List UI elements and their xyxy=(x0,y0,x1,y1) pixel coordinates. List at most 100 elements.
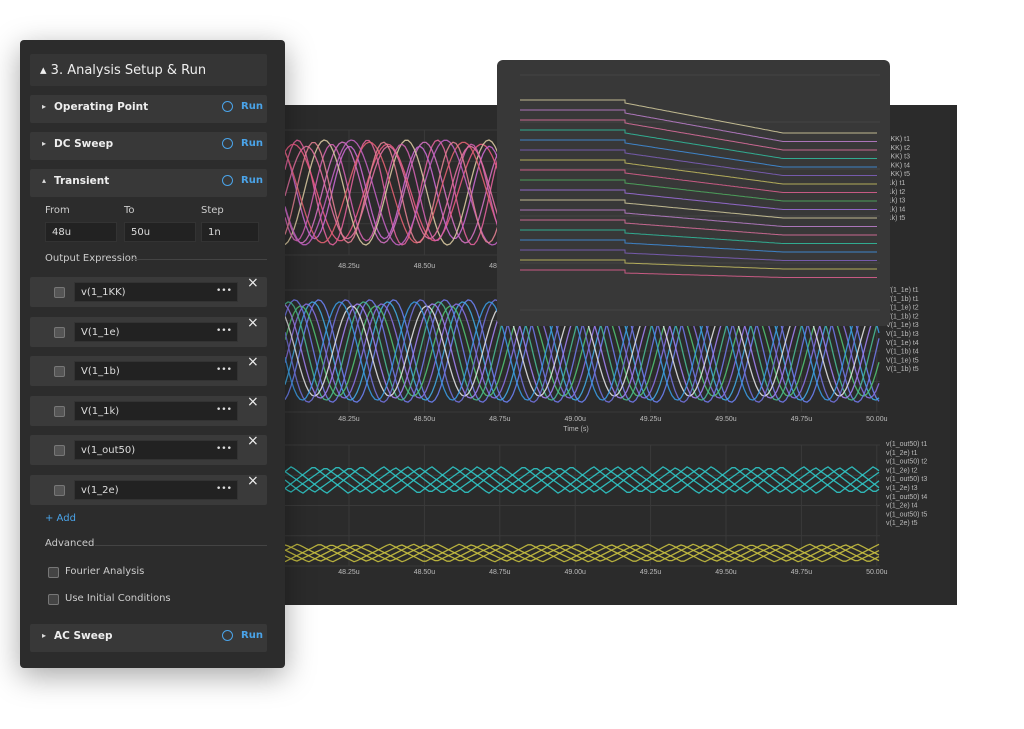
expression-checkbox[interactable] xyxy=(54,326,65,338)
overlay-trace xyxy=(520,269,877,278)
overlay-trace xyxy=(520,139,877,168)
option-label[interactable]: Fourier Analysis xyxy=(65,566,145,577)
expression-menu[interactable]: ••• xyxy=(216,484,232,494)
legend-entry: v(1_2e) t3 xyxy=(886,485,918,492)
legend-entry: v(1_1KK) t3 xyxy=(873,154,910,161)
legend-entry: V(1_1b) t4 xyxy=(886,349,919,356)
expression-input[interactable]: V(1_1k) xyxy=(74,400,238,421)
x-tick-label: 49.00u xyxy=(564,569,586,576)
expression-menu[interactable]: ••• xyxy=(216,325,232,336)
x-tick-label: 49.75u xyxy=(791,569,813,576)
overlay-trace xyxy=(520,249,877,261)
section-title: DC Sweep xyxy=(54,138,114,150)
legend-entry: v(1_2e) t2 xyxy=(886,467,918,474)
run-button[interactable]: Run xyxy=(241,101,263,112)
legend-entry: v(1_1KK) t1 xyxy=(873,136,910,143)
expression-menu[interactable]: ••• xyxy=(216,286,232,296)
trace xyxy=(284,466,880,494)
legend-entry: v(1_out50) t3 xyxy=(886,476,927,483)
overlay-trace xyxy=(520,219,877,236)
overlay-trace xyxy=(520,199,877,219)
expression-checkbox[interactable] xyxy=(54,445,65,457)
x-tick-label: 48.50u xyxy=(414,416,436,423)
remove-button[interactable]: × xyxy=(247,314,259,331)
x-tick-label: 48.25u xyxy=(338,263,360,270)
expression-menu[interactable]: ••• xyxy=(216,444,232,455)
legend-entry: V(1_1b) t3 xyxy=(886,331,919,338)
section-title: Operating Point xyxy=(54,101,149,113)
x-tick-label: 49.25u xyxy=(640,569,662,576)
option-checkbox[interactable] xyxy=(48,594,59,605)
overlay-trace xyxy=(520,169,877,193)
expression-checkbox[interactable] xyxy=(54,405,65,417)
option-checkbox[interactable] xyxy=(48,567,59,578)
section-caret: ▸ xyxy=(42,631,47,640)
legend-entry: v(1_2e) t4 xyxy=(886,503,918,510)
remove-button[interactable]: × xyxy=(247,354,259,371)
legend-entry: v(1_2e) t5 xyxy=(886,520,918,527)
x-tick-label: 49.75u xyxy=(791,416,813,423)
run-button[interactable]: Run xyxy=(241,630,263,641)
legend-entry: v(1_2e) t1 xyxy=(886,450,918,457)
expression-input[interactable]: v(1_out50) xyxy=(74,440,238,461)
field-input[interactable]: 50u xyxy=(124,222,196,242)
trace xyxy=(284,299,880,403)
x-tick-label: 48.50u xyxy=(414,569,436,576)
expression-menu[interactable]: ••• xyxy=(216,365,232,376)
divider xyxy=(132,259,267,260)
run-icon[interactable] xyxy=(222,175,233,186)
trace xyxy=(284,305,880,397)
remove-button[interactable]: × xyxy=(247,473,259,489)
overlay-trace xyxy=(520,259,877,270)
advanced-label: Advanced xyxy=(45,538,95,549)
trace xyxy=(284,544,880,562)
option-label[interactable]: Use Initial Conditions xyxy=(65,593,171,604)
legend-entry: v(1_out50) t5 xyxy=(886,511,927,518)
expression-input[interactable]: V(1_1e) xyxy=(74,321,238,342)
remove-button[interactable]: × xyxy=(247,275,259,291)
run-button[interactable]: Run xyxy=(241,175,263,186)
field-label: Step xyxy=(201,205,224,216)
legend-entry: V(1_1e) t1 xyxy=(886,287,919,294)
remove-button[interactable]: × xyxy=(247,393,259,410)
run-icon[interactable] xyxy=(222,630,233,641)
legend-entry: v(1_out50) t2 xyxy=(886,459,927,466)
expression-input[interactable]: v(1_2e) xyxy=(74,480,238,500)
x-tick-label: 48.25u xyxy=(338,569,360,576)
add-button[interactable]: + Add xyxy=(45,513,76,524)
panel-title: ▴ 3. Analysis Setup & Run xyxy=(40,63,207,78)
expression-menu[interactable]: ••• xyxy=(216,404,232,415)
trace xyxy=(284,303,880,399)
remove-button[interactable]: × xyxy=(247,433,259,450)
field-label: From xyxy=(45,205,70,216)
run-button[interactable]: Run xyxy=(241,138,263,149)
x-tick-label: 50.00u xyxy=(866,569,888,576)
expression-checkbox[interactable] xyxy=(54,485,65,496)
run-icon[interactable] xyxy=(222,101,233,112)
title-text: 3. Analysis Setup & Run xyxy=(50,63,207,78)
expression-checkbox[interactable] xyxy=(54,366,65,378)
legend-entry: v(1_out50) t4 xyxy=(886,494,927,501)
analysis-panel: ▴ 3. Analysis Setup & Run ▸ Operating Poi… xyxy=(20,40,285,668)
field-input[interactable]: 48u xyxy=(45,222,117,242)
overlay-waveforms xyxy=(520,74,880,311)
expression-checkbox[interactable] xyxy=(54,287,65,298)
overlay-trace xyxy=(520,129,877,159)
legend-entry: v(1_1KK) t2 xyxy=(873,145,910,152)
x-tick-label: 48.25u xyxy=(338,416,360,423)
field-input[interactable]: 1n xyxy=(201,222,259,242)
x-tick-label: 49.25u xyxy=(640,416,662,423)
expression-input[interactable]: v(1_1KK) xyxy=(74,282,238,302)
expression-input[interactable]: V(1_1b) xyxy=(74,361,238,382)
overlay-trace xyxy=(520,179,877,202)
legend-entry: V(1_1b) t2 xyxy=(886,313,919,320)
section-caret: ▸ xyxy=(42,139,47,148)
overlay-trace xyxy=(520,189,877,210)
x-tick-label: 49.50u xyxy=(715,569,737,576)
legend-entry: v(1_1KK) t5 xyxy=(873,171,910,178)
run-icon[interactable] xyxy=(222,138,233,149)
section-title: AC Sweep xyxy=(54,630,113,642)
field-label: To xyxy=(124,205,135,216)
